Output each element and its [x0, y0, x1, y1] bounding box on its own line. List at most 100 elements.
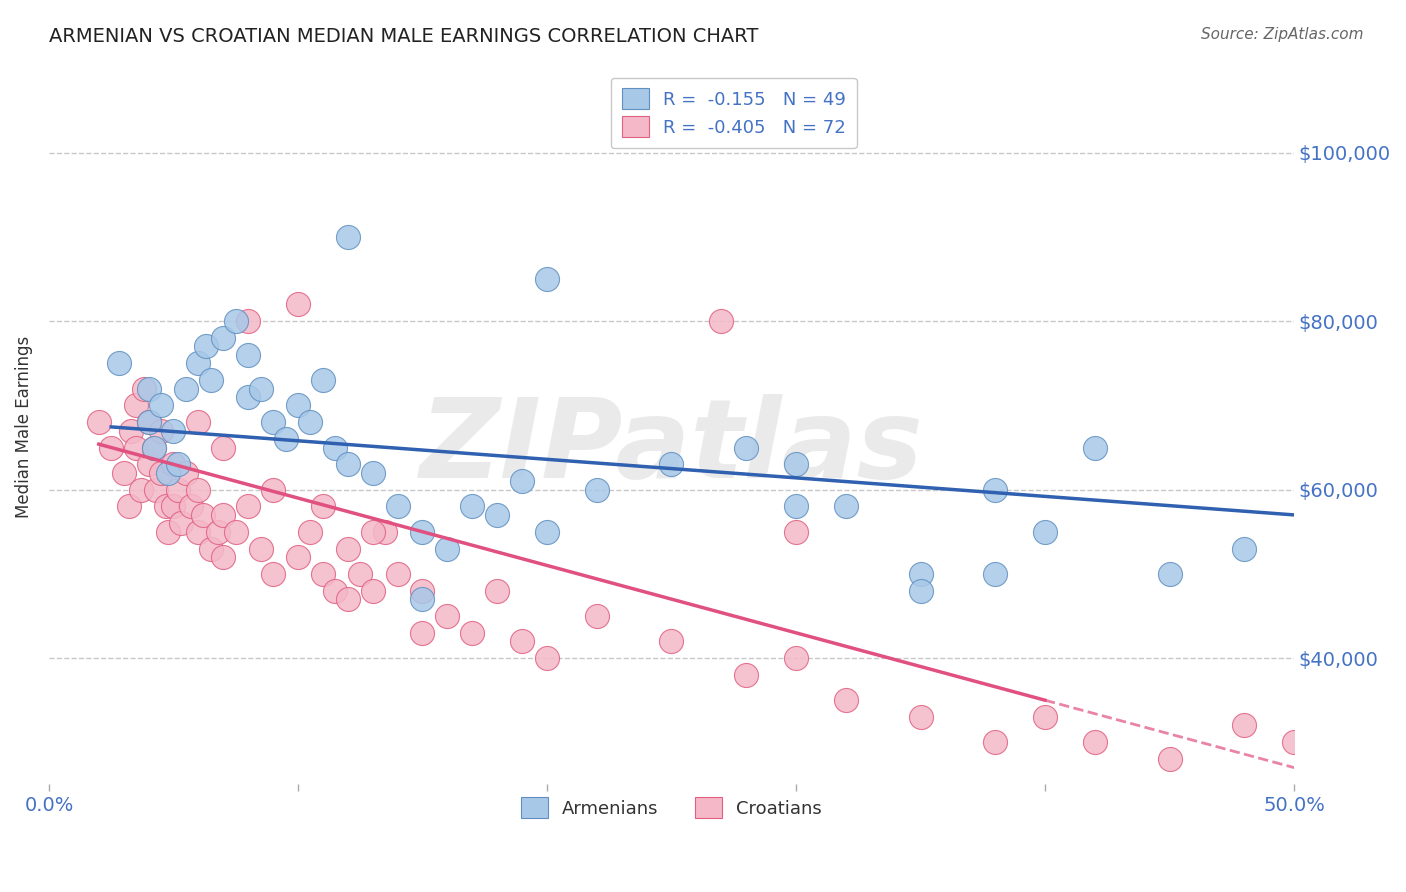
Point: [461, 625, 484, 640]
Point: [785, 458, 807, 472]
Point: [1084, 441, 1107, 455]
Point: [150, 424, 173, 438]
Point: [262, 483, 284, 497]
Point: [461, 500, 484, 514]
Point: [361, 583, 384, 598]
Point: [312, 566, 335, 581]
Point: [336, 230, 359, 244]
Point: [287, 297, 309, 311]
Point: [785, 500, 807, 514]
Point: [312, 500, 335, 514]
Point: [157, 524, 180, 539]
Point: [735, 668, 758, 682]
Point: [984, 483, 1007, 497]
Point: [157, 466, 180, 480]
Point: [436, 609, 458, 624]
Point: [510, 634, 533, 648]
Point: [187, 524, 209, 539]
Point: [1159, 752, 1181, 766]
Point: [193, 508, 215, 522]
Y-axis label: Median Male Earnings: Median Male Earnings: [15, 335, 32, 517]
Point: [249, 541, 271, 556]
Point: [125, 441, 148, 455]
Point: [167, 458, 190, 472]
Point: [212, 331, 235, 345]
Point: [1033, 710, 1056, 724]
Point: [200, 541, 222, 556]
Point: [238, 500, 260, 514]
Point: [349, 566, 371, 581]
Point: [225, 314, 247, 328]
Point: [299, 415, 322, 429]
Text: Source: ZipAtlas.com: Source: ZipAtlas.com: [1201, 27, 1364, 42]
Point: [174, 382, 197, 396]
Point: [162, 500, 184, 514]
Point: [142, 441, 165, 455]
Point: [536, 272, 558, 286]
Point: [187, 356, 209, 370]
Point: [585, 483, 607, 497]
Point: [785, 651, 807, 665]
Point: [212, 508, 235, 522]
Text: ZIPatlas: ZIPatlas: [419, 394, 924, 501]
Point: [262, 566, 284, 581]
Point: [249, 382, 271, 396]
Point: [835, 500, 858, 514]
Point: [735, 441, 758, 455]
Point: [325, 441, 347, 455]
Point: [200, 373, 222, 387]
Point: [1084, 735, 1107, 749]
Point: [661, 634, 683, 648]
Point: [212, 549, 235, 564]
Point: [174, 466, 197, 480]
Point: [138, 415, 160, 429]
Point: [510, 474, 533, 488]
Point: [118, 500, 141, 514]
Point: [162, 424, 184, 438]
Point: [162, 458, 184, 472]
Point: [835, 693, 858, 707]
Point: [287, 399, 309, 413]
Point: [150, 399, 173, 413]
Point: [155, 500, 177, 514]
Point: [486, 583, 509, 598]
Point: [910, 710, 932, 724]
Point: [238, 390, 260, 404]
Point: [129, 483, 152, 497]
Point: [374, 524, 396, 539]
Point: [1033, 524, 1056, 539]
Point: [138, 382, 160, 396]
Point: [312, 373, 335, 387]
Point: [138, 458, 160, 472]
Point: [132, 382, 155, 396]
Point: [910, 566, 932, 581]
Point: [411, 592, 433, 607]
Point: [984, 735, 1007, 749]
Legend: Armenians, Croatians: Armenians, Croatians: [513, 790, 830, 825]
Point: [142, 441, 165, 455]
Point: [287, 549, 309, 564]
Text: ARMENIAN VS CROATIAN MEDIAN MALE EARNINGS CORRELATION CHART: ARMENIAN VS CROATIAN MEDIAN MALE EARNING…: [49, 27, 759, 45]
Point: [387, 500, 409, 514]
Point: [411, 625, 433, 640]
Point: [486, 508, 509, 522]
Point: [238, 314, 260, 328]
Point: [107, 356, 129, 370]
Point: [411, 583, 433, 598]
Point: [710, 314, 733, 328]
Point: [212, 441, 235, 455]
Point: [661, 458, 683, 472]
Point: [125, 399, 148, 413]
Point: [910, 583, 932, 598]
Point: [274, 432, 297, 446]
Point: [299, 524, 322, 539]
Point: [180, 500, 202, 514]
Point: [361, 524, 384, 539]
Point: [984, 566, 1007, 581]
Point: [262, 415, 284, 429]
Point: [87, 415, 110, 429]
Point: [207, 524, 229, 539]
Point: [387, 566, 409, 581]
Point: [336, 541, 359, 556]
Point: [145, 483, 167, 497]
